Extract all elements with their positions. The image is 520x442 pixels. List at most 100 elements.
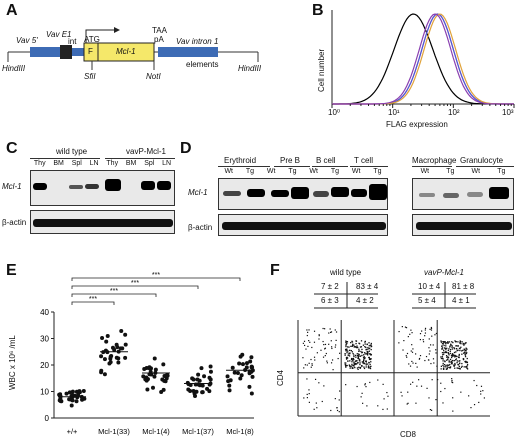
f-dot	[370, 348, 372, 351]
e-data-point	[244, 361, 249, 366]
e-ylabel: WBC x 10⁶ /mL	[8, 335, 17, 390]
f-dot	[480, 390, 482, 392]
panel-label-d: D	[180, 140, 192, 157]
f-dot	[366, 354, 369, 356]
e-data-point	[240, 362, 245, 367]
f-dot	[364, 384, 366, 386]
f-dot	[330, 331, 332, 334]
f-dot	[449, 345, 451, 347]
f-dot	[331, 359, 334, 361]
f-dot	[365, 360, 367, 363]
e-data-point	[81, 388, 86, 393]
f-dot	[454, 364, 456, 366]
panel-label-c: C	[6, 140, 18, 157]
f-dot	[353, 358, 355, 361]
f-dot	[359, 346, 362, 348]
f-dot	[336, 409, 339, 412]
e-data-point	[64, 391, 69, 396]
f-dot	[345, 344, 347, 346]
f-dot	[435, 399, 437, 401]
f-dot	[356, 354, 359, 357]
f-dot	[364, 353, 366, 355]
f-dot	[403, 339, 405, 342]
f-dot	[351, 344, 354, 347]
f-dot	[433, 362, 435, 364]
f-dot	[461, 341, 463, 343]
e-data-point	[67, 390, 72, 395]
f-dot	[364, 340, 366, 343]
histogram-series-2	[332, 13, 514, 105]
f-dot	[366, 405, 368, 407]
f-dot	[443, 349, 445, 351]
f-dot	[353, 361, 355, 363]
vav5-block	[30, 47, 60, 57]
f-dot	[345, 350, 347, 352]
c-row2-label: β-actin	[2, 218, 27, 227]
f-dot	[440, 356, 442, 358]
f-ylabel: CD4	[276, 369, 285, 386]
f-dot	[306, 329, 308, 331]
f-dot	[451, 356, 453, 359]
f-dot	[386, 391, 388, 394]
f-dot	[466, 367, 468, 369]
f-dot	[360, 396, 362, 398]
f-dot	[353, 364, 355, 367]
f-dot	[449, 358, 452, 361]
f-dot	[478, 401, 480, 404]
f-dot	[424, 329, 426, 331]
f-dot	[429, 409, 432, 411]
f-dot	[369, 367, 372, 370]
e-data-point	[119, 329, 124, 334]
f-dot	[369, 357, 371, 360]
f-dot	[306, 393, 308, 396]
f-dot	[306, 364, 308, 366]
c-lane-6: Spl	[144, 160, 155, 167]
f-dot	[440, 368, 442, 370]
f-dot	[345, 345, 347, 348]
e-data-point	[123, 342, 128, 347]
f-dot	[441, 348, 443, 350]
histogram-series-0	[332, 13, 514, 105]
f-dot	[424, 332, 427, 334]
e-data-point	[227, 383, 232, 388]
f-dot	[309, 341, 311, 343]
f-dot	[370, 344, 372, 346]
f-dot	[452, 341, 454, 344]
f-dot	[449, 350, 451, 353]
f-dot	[427, 359, 430, 361]
f-dot	[356, 353, 358, 355]
c-tg-title: vavP-Mcl-1	[126, 147, 167, 156]
e-data-point	[152, 374, 157, 379]
f-dot	[464, 342, 467, 344]
e-data-point	[227, 388, 232, 393]
d-lane-labels-left: Wt Tg Wt Tg Wt Tg Wt Tg	[218, 168, 388, 175]
f-dot	[462, 349, 464, 352]
d-group-bcell: B cell	[316, 156, 336, 165]
f-dot	[370, 345, 372, 348]
f-dot	[347, 350, 349, 352]
f-dot	[419, 333, 422, 335]
f-dot	[454, 355, 457, 357]
f-dot	[454, 354, 456, 356]
f-dot	[441, 356, 444, 358]
f-dot	[326, 362, 328, 364]
f-dot	[368, 348, 370, 350]
panel-label-e: E	[6, 262, 17, 279]
e-ytick-label: 20	[40, 361, 49, 370]
f-dot	[465, 347, 467, 349]
c-mcl1-blot	[30, 170, 175, 206]
f-dot	[459, 342, 461, 344]
f-dot	[457, 341, 459, 343]
elements-label: elements	[186, 60, 219, 69]
f-dot	[369, 363, 371, 366]
f-dot	[448, 364, 450, 366]
f-dot	[462, 358, 464, 360]
e-data-point	[147, 365, 152, 370]
f-dot	[386, 408, 388, 410]
f-dot	[306, 397, 308, 399]
f-dot	[315, 402, 317, 404]
f-dot	[447, 356, 449, 358]
e-data-point	[237, 361, 242, 366]
e-sig-star: ***	[131, 280, 139, 287]
f-dot	[468, 395, 470, 397]
